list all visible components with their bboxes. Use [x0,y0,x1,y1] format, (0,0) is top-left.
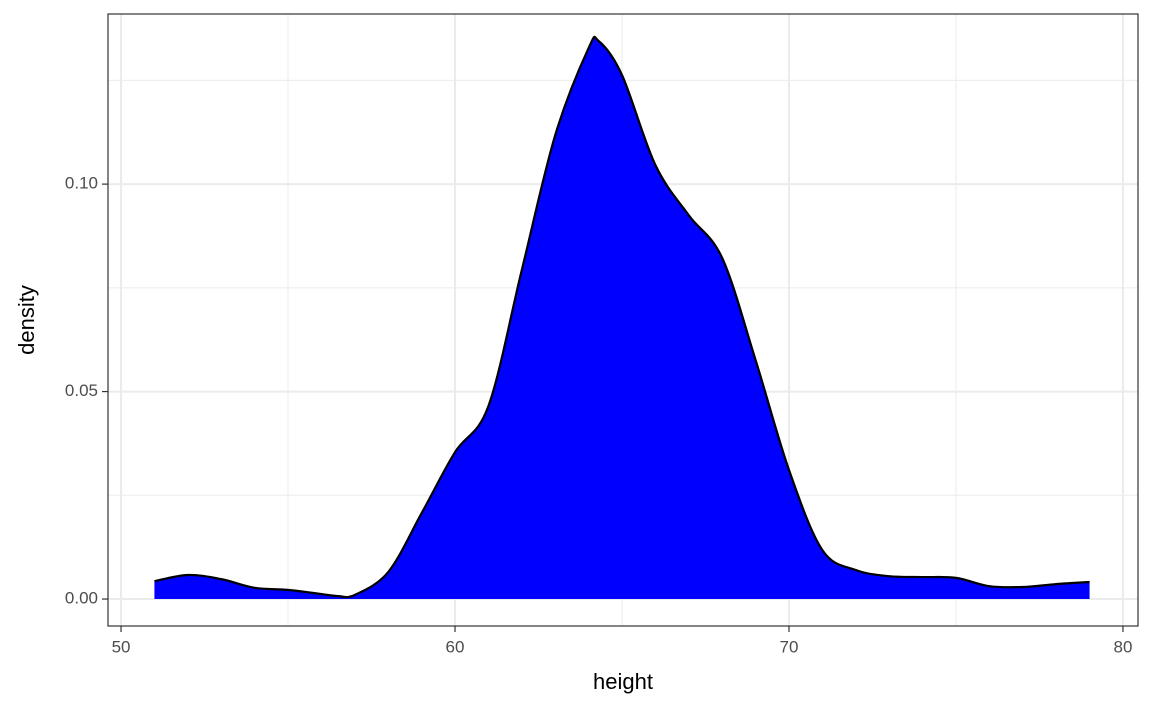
x-axis-title: height [593,669,653,694]
y-tick-label: 0.10 [65,174,98,193]
x-tick-label: 70 [780,637,799,656]
y-tick-label: 0.00 [65,589,98,608]
density-area [154,36,1090,600]
y-axis-title: density [14,285,39,355]
x-tick-label: 60 [446,637,465,656]
y-tick-label: 0.05 [65,381,98,400]
density-line [154,35,1090,599]
panel-border [107,13,1139,627]
x-tick-label: 80 [1114,637,1133,656]
x-tick-label: 50 [112,637,131,656]
